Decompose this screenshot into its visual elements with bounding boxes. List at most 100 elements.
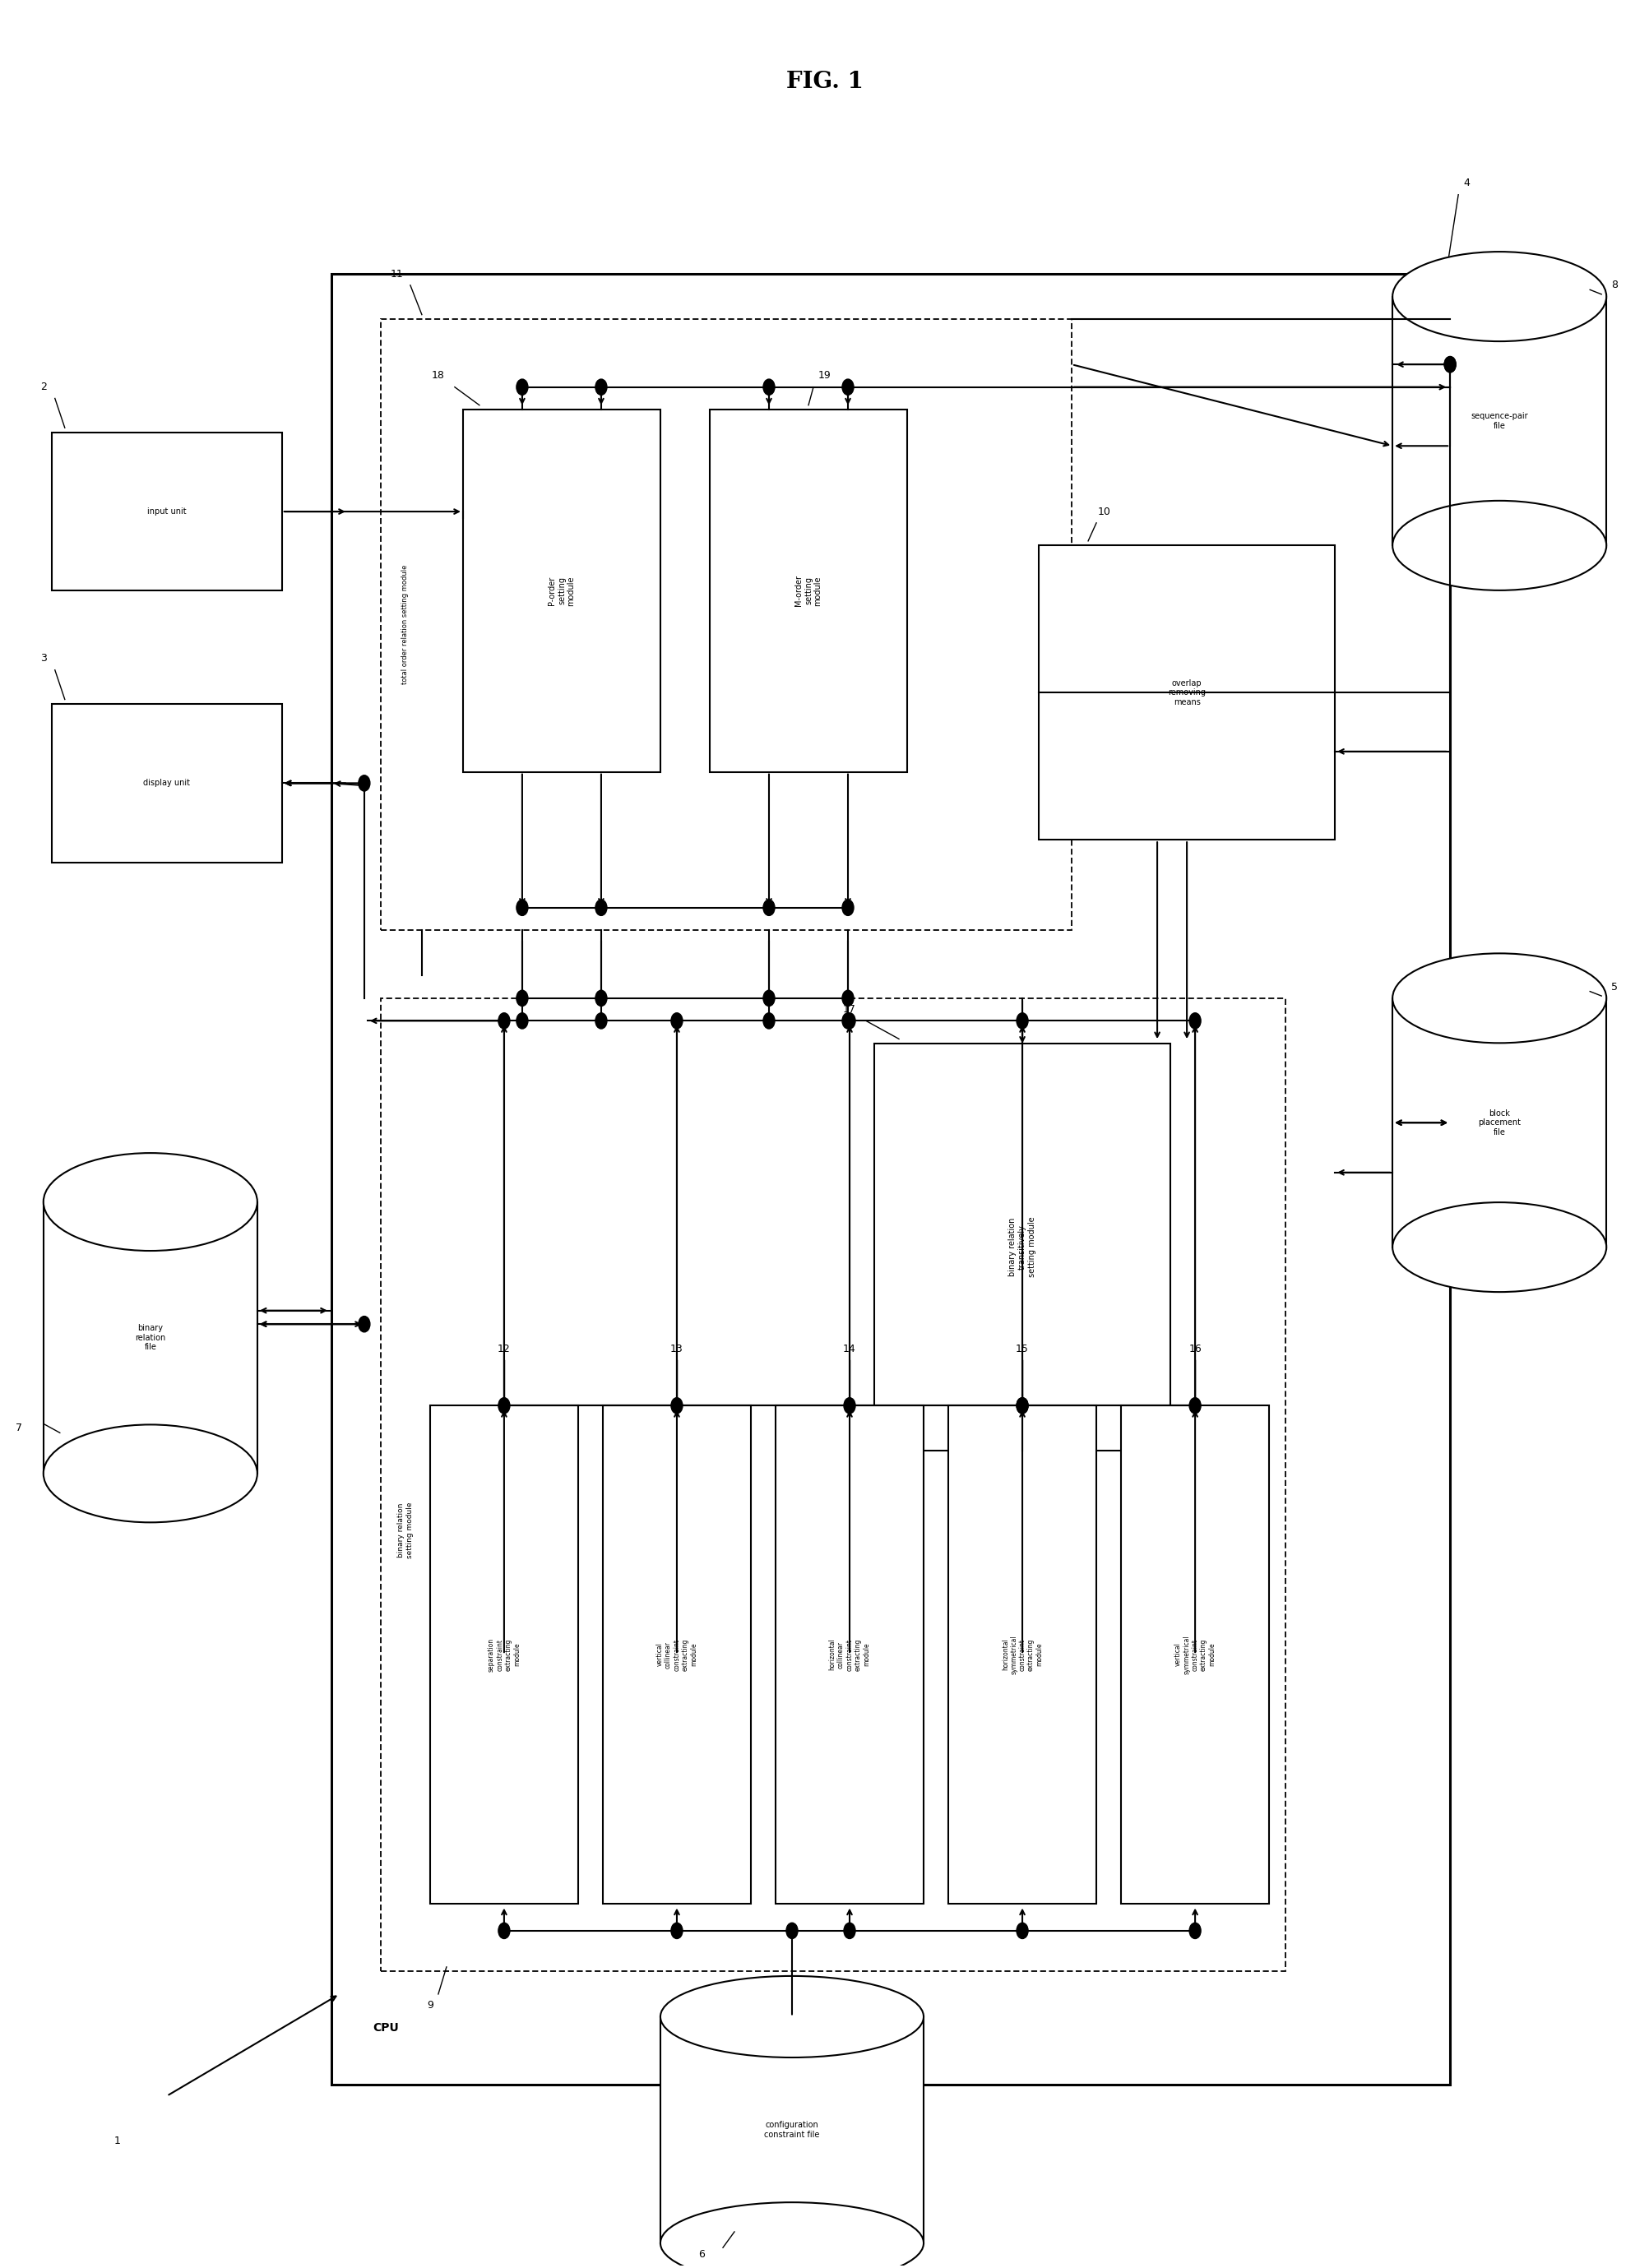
Ellipse shape [1392, 252, 1606, 342]
Text: 17: 17 [843, 1005, 856, 1014]
FancyBboxPatch shape [775, 1406, 923, 1903]
Text: 18: 18 [432, 370, 445, 381]
FancyBboxPatch shape [463, 411, 660, 771]
FancyBboxPatch shape [381, 998, 1285, 1971]
Circle shape [763, 991, 775, 1007]
Text: 13: 13 [669, 1343, 683, 1354]
Text: 16: 16 [1187, 1343, 1200, 1354]
Circle shape [841, 1014, 853, 1030]
Circle shape [516, 1014, 528, 1030]
Circle shape [1016, 1397, 1027, 1413]
Circle shape [671, 1014, 683, 1030]
Text: FIG. 1: FIG. 1 [787, 70, 862, 93]
FancyBboxPatch shape [1392, 297, 1606, 547]
Text: 4: 4 [1463, 177, 1469, 188]
Circle shape [498, 1014, 510, 1030]
Circle shape [1016, 1397, 1027, 1413]
Circle shape [787, 1923, 798, 1939]
Text: sequence-pair
file: sequence-pair file [1471, 413, 1527, 431]
Ellipse shape [1392, 501, 1606, 590]
Circle shape [358, 1315, 369, 1331]
FancyBboxPatch shape [660, 2016, 923, 2243]
Circle shape [1189, 1923, 1200, 1939]
Text: block
placement
file: block placement file [1478, 1109, 1520, 1136]
Circle shape [1443, 356, 1454, 372]
Circle shape [1189, 1397, 1200, 1413]
Text: 19: 19 [818, 370, 831, 381]
Text: display unit: display unit [143, 778, 190, 787]
FancyBboxPatch shape [602, 1406, 750, 1903]
FancyBboxPatch shape [331, 274, 1449, 2084]
Text: 14: 14 [843, 1343, 856, 1354]
Text: overlap
removing
means: overlap removing means [1167, 678, 1205, 705]
FancyBboxPatch shape [43, 1202, 257, 1474]
Text: 12: 12 [498, 1343, 510, 1354]
Circle shape [841, 900, 853, 916]
FancyBboxPatch shape [1392, 998, 1606, 1247]
Circle shape [358, 776, 369, 792]
Ellipse shape [1392, 953, 1606, 1043]
FancyBboxPatch shape [709, 411, 907, 771]
Circle shape [595, 900, 607, 916]
Text: horizontal
collinear
constraint
extracting
module: horizontal collinear constraint extracti… [828, 1637, 871, 1672]
Text: 6: 6 [698, 2250, 704, 2259]
Text: 7: 7 [15, 1422, 21, 1433]
Circle shape [763, 900, 775, 916]
Ellipse shape [43, 1152, 257, 1250]
Circle shape [671, 1923, 683, 1939]
Text: input unit: input unit [147, 508, 186, 515]
Text: horizontal
symmetrical
constraint
extracting
module: horizontal symmetrical constraint extrac… [1001, 1635, 1042, 1674]
Text: vertical
collinear
constraint
extracting
module: vertical collinear constraint extracting… [656, 1637, 698, 1672]
FancyBboxPatch shape [948, 1406, 1097, 1903]
Circle shape [1443, 356, 1454, 372]
Circle shape [1189, 1014, 1200, 1030]
Circle shape [763, 1014, 775, 1030]
Circle shape [841, 379, 853, 395]
Text: 2: 2 [40, 381, 46, 392]
FancyBboxPatch shape [51, 433, 282, 590]
Circle shape [1016, 1923, 1027, 1939]
FancyBboxPatch shape [874, 1043, 1169, 1452]
Ellipse shape [660, 1975, 923, 2057]
Text: separation
constraint
extracting
module: separation constraint extracting module [488, 1637, 521, 1672]
Circle shape [516, 900, 528, 916]
Circle shape [498, 1923, 510, 1939]
Circle shape [595, 379, 607, 395]
FancyBboxPatch shape [51, 703, 282, 862]
FancyBboxPatch shape [381, 320, 1072, 930]
Text: M-order
setting
module: M-order setting module [795, 576, 821, 606]
Text: total order relation setting module: total order relation setting module [401, 565, 409, 685]
Text: binary relation
setting module: binary relation setting module [397, 1501, 414, 1558]
Circle shape [1016, 1014, 1027, 1030]
Text: vertical
symmetrical
constraint
extracting
module: vertical symmetrical constraint extracti… [1174, 1635, 1215, 1674]
Circle shape [595, 1014, 607, 1030]
Text: P-order
setting
module: P-order setting module [547, 576, 576, 606]
Text: 10: 10 [1098, 506, 1110, 517]
FancyBboxPatch shape [430, 1406, 577, 1903]
Circle shape [516, 379, 528, 395]
Circle shape [843, 1014, 854, 1030]
Circle shape [498, 1397, 510, 1413]
Text: 11: 11 [391, 268, 404, 279]
Text: binary relation
transitively
setting module: binary relation transitively setting mod… [1008, 1218, 1036, 1277]
Text: configuration
constraint file: configuration constraint file [763, 2121, 820, 2139]
Circle shape [595, 991, 607, 1007]
Ellipse shape [43, 1424, 257, 1522]
Ellipse shape [660, 2202, 923, 2268]
Text: 8: 8 [1611, 279, 1618, 290]
Text: CPU: CPU [373, 2023, 399, 2034]
FancyBboxPatch shape [1121, 1406, 1268, 1903]
Text: 5: 5 [1611, 982, 1618, 991]
Text: 3: 3 [40, 653, 46, 665]
Circle shape [843, 1397, 854, 1413]
Circle shape [843, 1923, 854, 1939]
Circle shape [671, 1397, 683, 1413]
Text: 1: 1 [114, 2136, 120, 2146]
Text: 9: 9 [427, 2000, 434, 2012]
Text: binary
relation
file: binary relation file [135, 1325, 165, 1352]
Circle shape [516, 991, 528, 1007]
Text: 15: 15 [1016, 1343, 1029, 1354]
Ellipse shape [1392, 1202, 1606, 1293]
Circle shape [763, 379, 775, 395]
FancyBboxPatch shape [1039, 547, 1334, 839]
